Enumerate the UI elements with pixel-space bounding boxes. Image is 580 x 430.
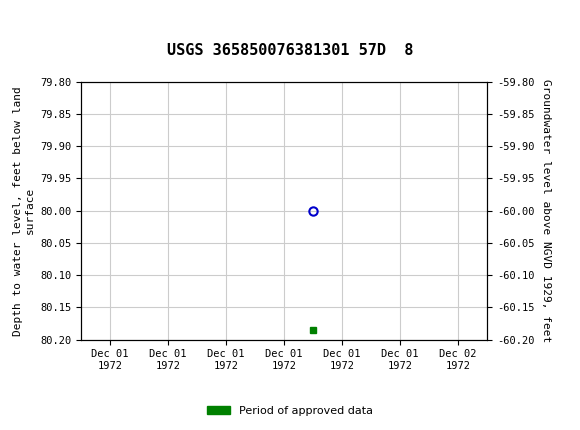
Y-axis label: Groundwater level above NGVD 1929, feet: Groundwater level above NGVD 1929, feet — [541, 79, 551, 342]
Text: USGS 365850076381301 57D  8: USGS 365850076381301 57D 8 — [167, 43, 413, 58]
Text: USGS: USGS — [35, 16, 99, 36]
Legend: Period of approved data: Period of approved data — [203, 401, 377, 420]
Y-axis label: Depth to water level, feet below land
surface: Depth to water level, feet below land su… — [13, 86, 35, 335]
